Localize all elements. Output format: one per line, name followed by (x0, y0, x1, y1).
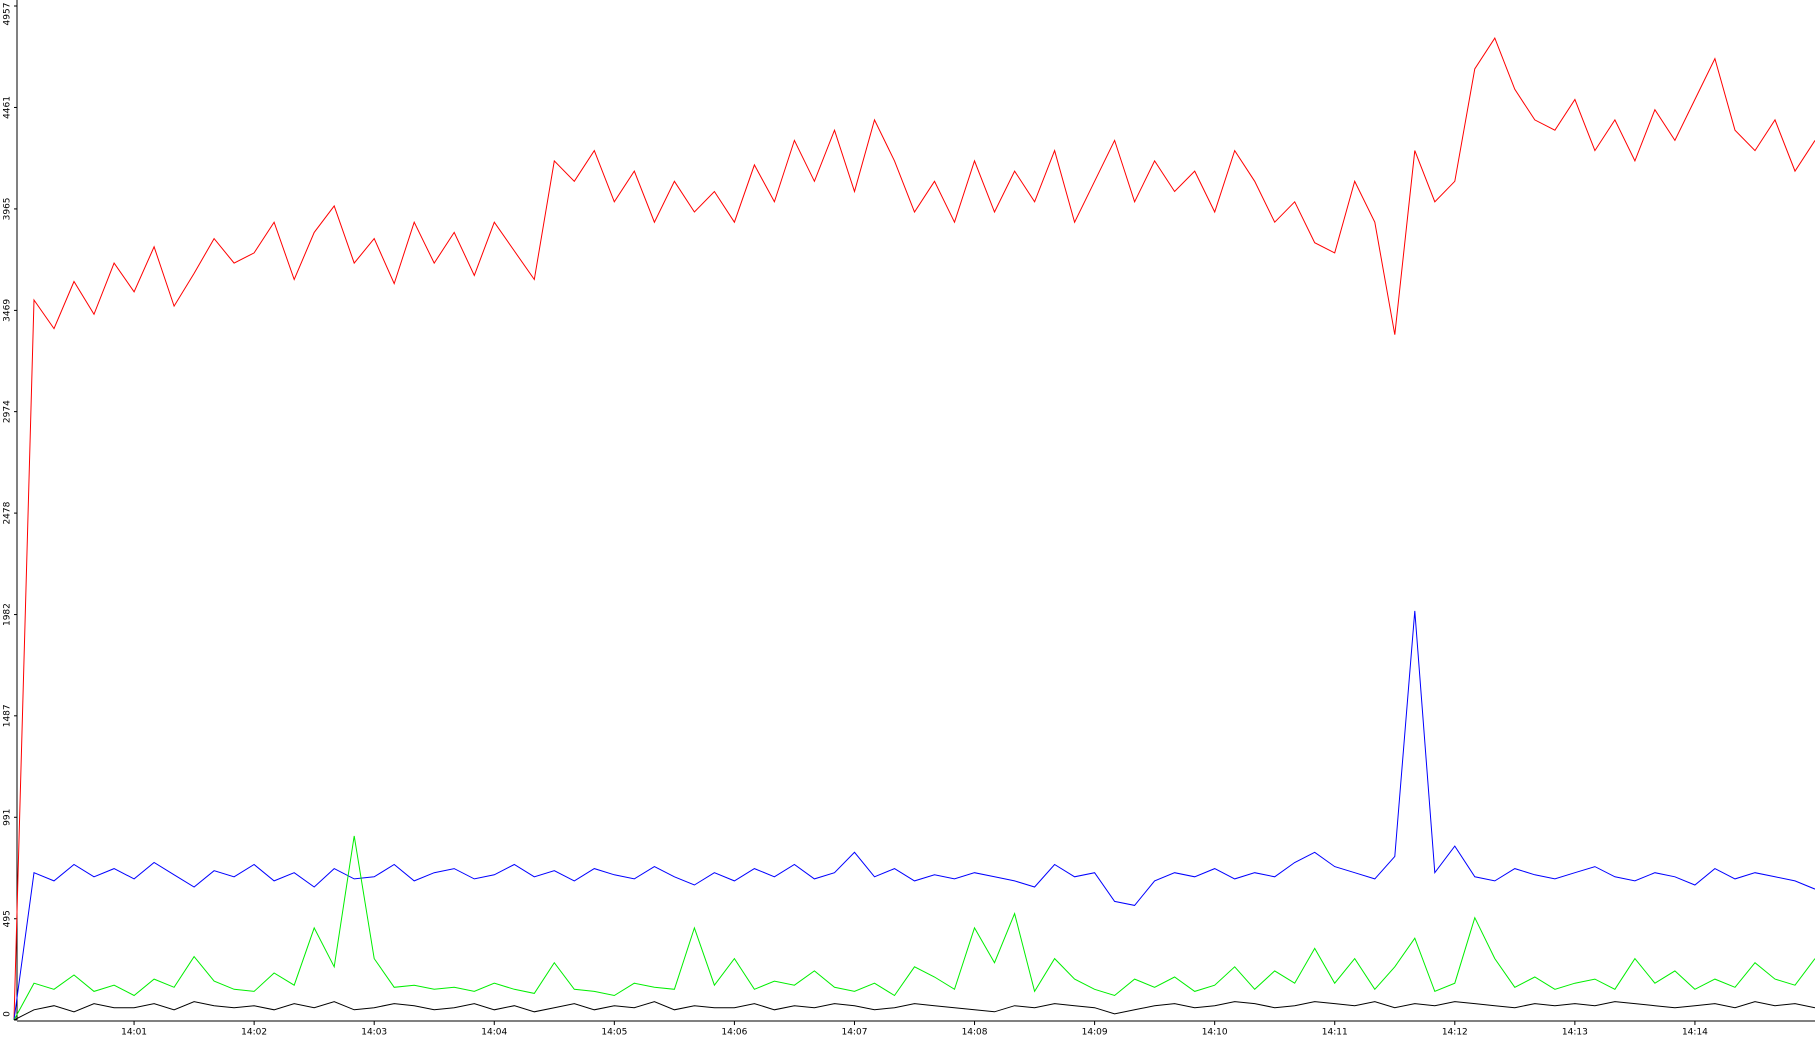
y-tick-label: 495 (3, 910, 13, 927)
y-tick-label: 2974 (3, 400, 13, 423)
series-line (13, 1001, 1815, 1021)
x-tick-label: 14:06 (721, 1028, 747, 1038)
y-tick-label: 4957 (3, 3, 13, 26)
x-tick-label: 14:01 (121, 1028, 147, 1038)
x-tick-label: 14:10 (1202, 1028, 1228, 1038)
x-tick-label: 14:03 (361, 1028, 387, 1038)
x-tick-label: 14:04 (481, 1028, 507, 1038)
y-tick-label: 0 (3, 1011, 13, 1017)
series-line (13, 835, 1815, 1021)
x-tick-label: 14:14 (1682, 1028, 1708, 1038)
x-tick-label: 14:02 (241, 1028, 267, 1038)
y-tick-label: 3965 (3, 197, 13, 220)
x-tick-label: 14:12 (1442, 1028, 1468, 1038)
y-tick-label: 991 (3, 809, 13, 826)
x-tick-label: 14:05 (601, 1028, 627, 1038)
series-line (13, 37, 1815, 1021)
y-tick-label: 3469 (3, 299, 13, 322)
y-tick-label: 2478 (3, 501, 13, 524)
series-line (13, 610, 1815, 1021)
x-tick-label: 14:07 (841, 1028, 867, 1038)
x-tick-label: 14:11 (1322, 1028, 1348, 1038)
y-tick-label: 1982 (3, 603, 13, 626)
x-tick-label: 14:13 (1562, 1028, 1588, 1038)
x-tick-label: 14:09 (1082, 1028, 1108, 1038)
y-tick-label: 1487 (3, 704, 13, 727)
x-tick-label: 14:08 (962, 1028, 988, 1038)
y-tick-label: 4461 (3, 96, 13, 119)
